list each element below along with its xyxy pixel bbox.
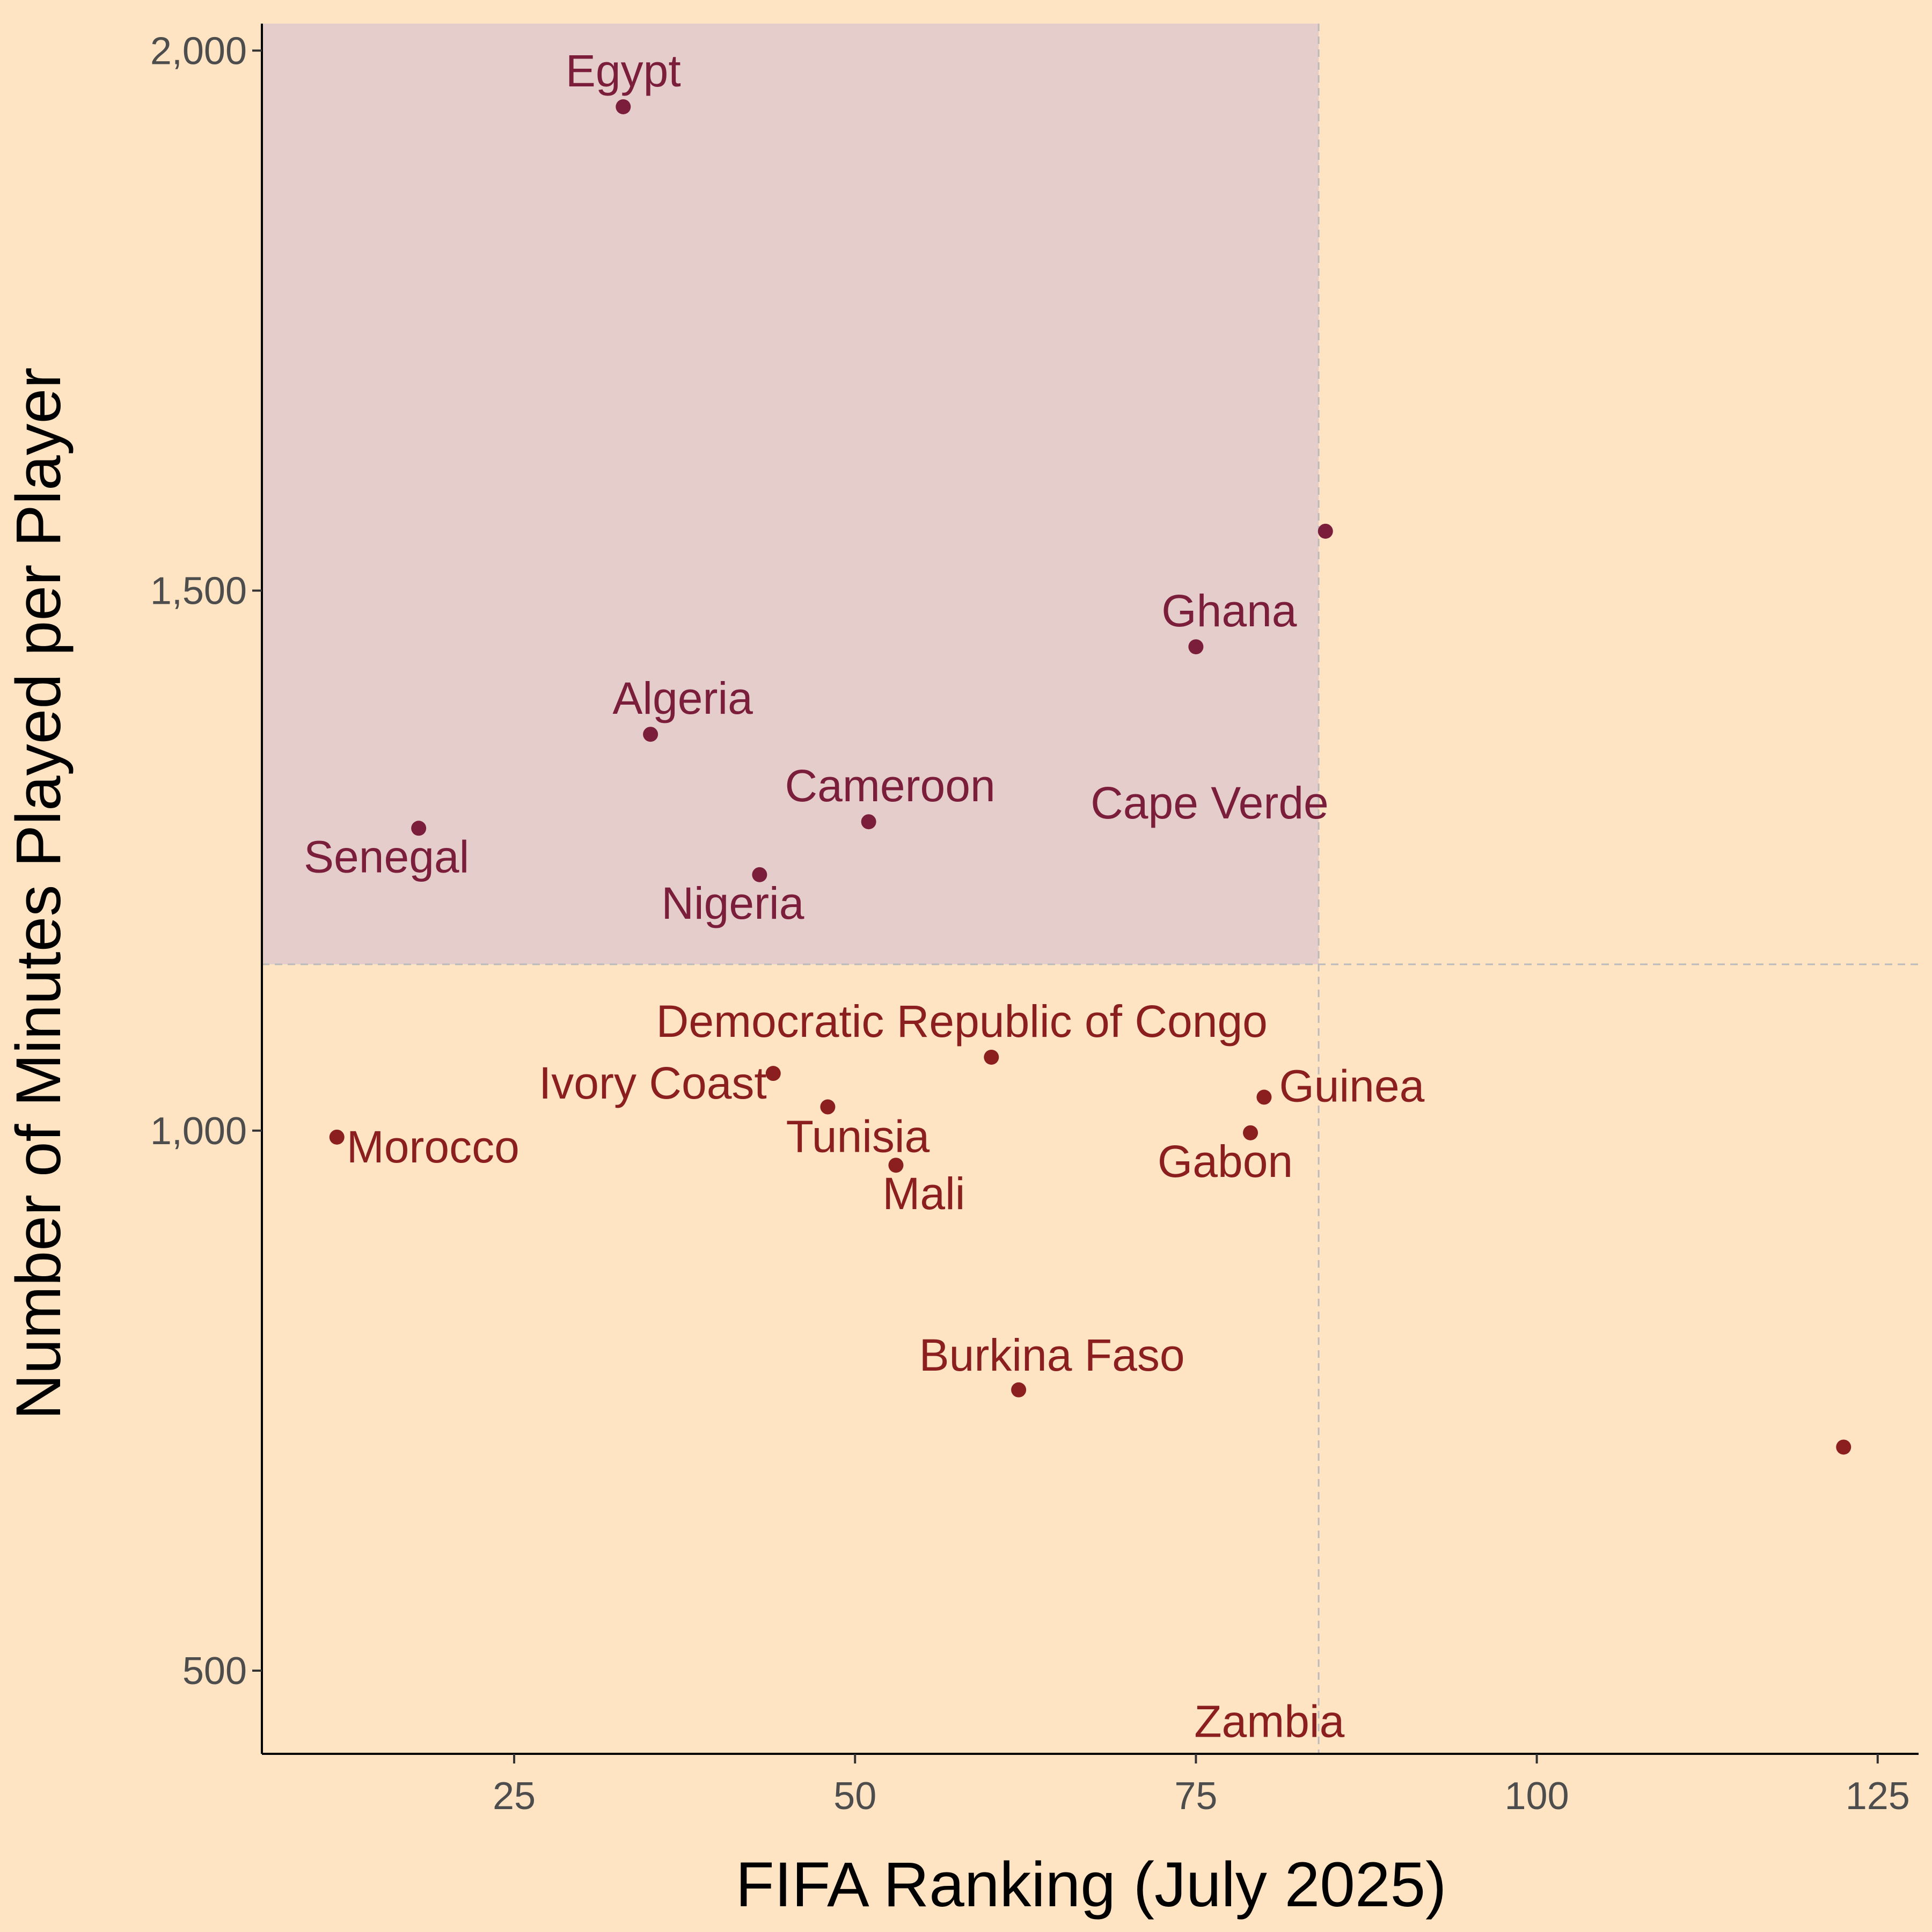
- x-axis-title: FIFA Ranking (July 2025): [736, 1849, 1447, 1920]
- data-point-egypt: [616, 99, 631, 114]
- x-tick-label: 125: [1846, 1775, 1910, 1818]
- point-label-guinea: Guinea: [1279, 1060, 1424, 1111]
- point-labels-layer: Egypt Algeria Senegal Cameroon Nigeria Ghana C…: [304, 46, 1425, 1746]
- point-label-egypt: Egypt: [566, 46, 681, 96]
- y-tick-label: 500: [182, 1650, 247, 1693]
- highlight-region: [262, 24, 1319, 964]
- y-tick-label: 1,500: [150, 570, 247, 613]
- point-label-cape-verde: Cape Verde: [1091, 778, 1329, 828]
- data-point-senegal: [411, 821, 427, 836]
- y-tick-label: 1,000: [150, 1110, 247, 1153]
- point-label-nigeria: Nigeria: [661, 878, 804, 928]
- point-label-democratic-republic-of-congo: Democratic Republic of Congo: [656, 996, 1268, 1046]
- points-layer: [329, 99, 1851, 1455]
- x-tick-label: 75: [1174, 1775, 1217, 1818]
- data-point-ghana: [1188, 639, 1204, 655]
- point-label-algeria: Algeria: [612, 673, 753, 723]
- x-tick-label: 100: [1505, 1775, 1569, 1818]
- highlight-region-layer: [262, 24, 1319, 964]
- data-point-nigeria: [752, 867, 767, 882]
- y-tick-label: 2,000: [150, 30, 247, 72]
- point-label-cameroon: Cameroon: [785, 760, 996, 811]
- point-label-tunisia: Tunisia: [786, 1111, 930, 1162]
- point-label-morocco: Morocco: [347, 1122, 519, 1172]
- point-label-ivory-coast: Ivory Coast: [539, 1058, 767, 1108]
- data-point-cameroon: [861, 814, 876, 830]
- x-tick-label: 25: [493, 1775, 536, 1818]
- point-label-burkina-faso: Burkina Faso: [919, 1330, 1185, 1380]
- point-label-senegal: Senegal: [304, 831, 469, 882]
- data-point-democratic-republic-of-congo: [984, 1049, 999, 1065]
- data-point-mali: [888, 1158, 904, 1173]
- data-point-guinea: [1256, 1089, 1272, 1105]
- data-point-morocco: [329, 1129, 345, 1145]
- point-label-ghana: Ghana: [1161, 586, 1297, 636]
- data-point-tunisia: [820, 1099, 836, 1115]
- data-point-ivory-coast: [765, 1066, 781, 1081]
- axes-layer: 25 50 75 100 125 500 1,000 1,500 2,000: [150, 24, 1919, 1818]
- data-point-algeria: [643, 727, 658, 742]
- data-point-gabon: [1243, 1125, 1258, 1140]
- data-point-zambia: [1836, 1439, 1851, 1455]
- data-point-burkina-faso: [1011, 1382, 1027, 1397]
- x-tick-label: 50: [833, 1775, 876, 1818]
- point-label-gabon: Gabon: [1158, 1136, 1293, 1187]
- point-label-zambia: Zambia: [1194, 1696, 1344, 1746]
- data-point-cape-verde: [1318, 523, 1333, 539]
- reference-lines-layer: [262, 24, 1919, 1754]
- point-label-mali: Mali: [882, 1168, 965, 1219]
- y-axis-title: Number of Minutes Played per Player: [3, 367, 74, 1419]
